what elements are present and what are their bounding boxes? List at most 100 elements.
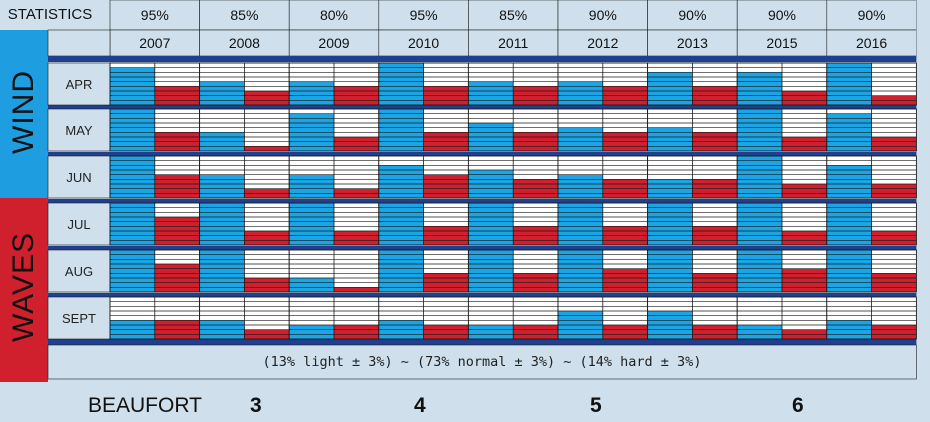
row-separator-4 — [48, 246, 917, 252]
blue-bar-MAY-2007 — [110, 109, 155, 151]
statistics-value-2015: 90% — [768, 7, 796, 23]
month-label-APR: APR — [66, 77, 93, 92]
blue-bar-JUL-2012 — [558, 203, 603, 245]
cell-border — [826, 249, 917, 293]
blue-bar-AUG-2008 — [199, 250, 245, 292]
statistics-value-2016: 90% — [858, 7, 886, 23]
statistics-header-cell — [0, 0, 110, 30]
blue-bar-AUG-2009 — [289, 278, 334, 292]
blue-bar-JUL-2011 — [468, 203, 514, 245]
beaufort-value-5: 5 — [590, 394, 602, 417]
red-bar-AUG-2009 — [334, 287, 379, 292]
year-cell-2012 — [557, 29, 648, 57]
blue-bar-SEPT-2009 — [289, 325, 334, 339]
month-label-JUN: JUN — [66, 170, 91, 185]
blue-bar-JUL-2009 — [289, 203, 334, 245]
blue-bar-JUL-2008 — [199, 203, 245, 245]
blue-bar-JUL-2007 — [110, 203, 155, 245]
year-cell-2015 — [736, 29, 828, 57]
blue-bar-APR-2013 — [647, 72, 693, 105]
red-bar-JUL-2015 — [782, 231, 827, 245]
blue-bar-AUG-2015 — [737, 250, 782, 292]
row-separator-0 — [48, 56, 917, 62]
red-bar-MAY-2009 — [334, 137, 379, 151]
blue-bar-AUG-2007 — [110, 250, 155, 292]
red-bar-MAY-2016 — [871, 137, 917, 151]
row-separator-6 — [48, 339, 917, 345]
month-label-MAY: MAY — [65, 123, 93, 138]
statistics-label: STATISTICS — [7, 6, 93, 23]
red-bar-AUG-2015 — [782, 268, 827, 292]
blue-bar-JUL-2016 — [826, 203, 872, 245]
month-cell-APR — [47, 62, 111, 106]
year-label-2016: 2016 — [856, 35, 887, 51]
blue-bar-JUN-2007 — [110, 156, 155, 198]
blue-bar-JUN-2015 — [737, 156, 782, 198]
statistics-value-2008: 85% — [230, 7, 258, 23]
blue-bar-JUL-2010 — [378, 203, 424, 245]
row-separator-5 — [48, 293, 917, 299]
blue-bar-APR-2011 — [468, 81, 514, 105]
legend-band — [47, 344, 917, 380]
year-cell-2013 — [647, 29, 738, 57]
red-bar-JUL-2008 — [244, 231, 290, 245]
month-header-cell — [47, 29, 111, 57]
beaufort-band — [0, 382, 917, 422]
red-bar-JUN-2015 — [782, 184, 827, 198]
year-label-2015: 2015 — [766, 35, 797, 51]
month-cell-AUG — [47, 249, 111, 293]
statistics-value-2011: 85% — [499, 7, 527, 23]
month-cell-SEPT — [47, 296, 111, 340]
red-bar-APR-2008 — [244, 91, 290, 105]
blue-bar-JUN-2010 — [378, 165, 424, 198]
year-label-2007: 2007 — [139, 35, 170, 51]
blue-bar-SEPT-2011 — [468, 325, 514, 339]
red-bar-MAY-2015 — [782, 137, 827, 151]
statistics-cell-2011 — [468, 0, 559, 31]
red-bar-MAY-2008 — [244, 146, 290, 151]
month-label-JUL: JUL — [67, 217, 90, 232]
cell-border — [826, 155, 917, 199]
statistics-value-2012: 90% — [589, 7, 617, 23]
blue-bar-MAY-2012 — [558, 127, 603, 151]
statistics-value-2007: 95% — [141, 7, 169, 23]
cell-border — [826, 62, 917, 106]
blue-bar-JUN-2012 — [558, 174, 603, 198]
blue-bar-APR-2012 — [558, 81, 603, 105]
blue-bar-APR-2016 — [826, 63, 872, 105]
blue-bar-AUG-2016 — [826, 250, 872, 292]
blue-bar-APR-2010 — [378, 63, 424, 105]
blue-bar-JUN-2008 — [199, 174, 245, 198]
cell-border — [826, 202, 917, 246]
year-label-2012: 2012 — [587, 35, 618, 51]
blue-bar-JUL-2013 — [647, 203, 693, 245]
blue-bar-APR-2015 — [737, 72, 782, 105]
row-separator-2 — [48, 152, 917, 158]
blue-bar-JUN-2016 — [826, 165, 872, 198]
blue-bar-APR-2009 — [289, 81, 334, 105]
statistics-value-2013: 90% — [678, 7, 706, 23]
red-bar-SEPT-2016 — [871, 325, 917, 339]
statistics-cell-2007 — [109, 0, 200, 31]
blue-bar-MAY-2010 — [378, 109, 424, 151]
year-label-2011: 2011 — [498, 35, 528, 51]
right-edge-strip — [916, 0, 930, 422]
blue-bar-MAY-2013 — [647, 127, 693, 151]
beaufort-value-6: 6 — [792, 394, 804, 417]
blue-bar-AUG-2012 — [558, 250, 603, 292]
year-cell-2016 — [826, 29, 917, 57]
row-separator-1 — [48, 105, 917, 111]
blue-bar-AUG-2010 — [378, 250, 424, 292]
statistics-cell-2016 — [826, 0, 917, 31]
red-bar-JUL-2009 — [334, 231, 379, 245]
waves-side-panel — [0, 198, 48, 382]
year-cell-2010 — [378, 29, 469, 57]
red-bar-JUL-2016 — [871, 231, 917, 245]
blue-bar-JUN-2009 — [289, 174, 334, 198]
year-label-2008: 2008 — [229, 35, 260, 51]
year-label-2009: 2009 — [318, 35, 349, 51]
year-label-2013: 2013 — [677, 35, 708, 51]
red-bar-JUN-2016 — [871, 184, 917, 198]
red-bar-JUN-2010 — [423, 174, 469, 198]
